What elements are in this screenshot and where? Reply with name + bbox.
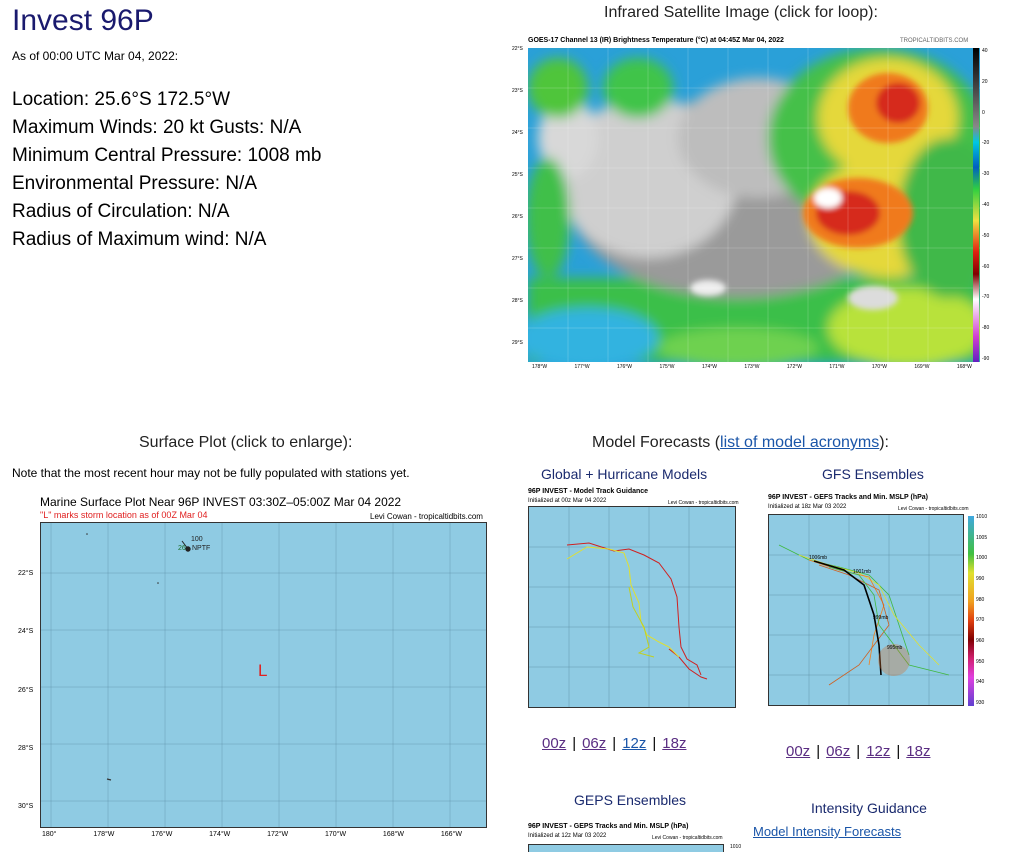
storm-details: Location: 25.6°S 172.5°W Maximum Winds: … — [12, 86, 321, 254]
surface-plot-credit: Levi Cowan - tropicaltidbits.com — [370, 512, 483, 521]
intensity-guidance-title: Intensity Guidance — [811, 800, 927, 816]
gefs-cycle-06z[interactable]: 06z — [826, 743, 851, 760]
gefs-plot-link[interactable]: 96P INVEST - GEFS Tracks and Min. MSLP (… — [752, 492, 988, 720]
geps-plot-credit: Levi Cowan - tropicaltidbits.com — [652, 835, 723, 841]
station-code: NPTF — [192, 545, 211, 552]
ir-image-credit: TROPICALTIDBITS.COM — [900, 38, 969, 44]
model-forecasts-header: Model Forecasts (list of model acronyms)… — [592, 434, 889, 451]
model-intensity-forecasts-link[interactable]: Model Intensity Forecasts — [753, 824, 902, 839]
gefs-track-lines — [769, 515, 963, 705]
global-plot-title: 96P INVEST - Model Track Guidance — [528, 488, 649, 495]
ir-satellite-svg — [528, 48, 980, 362]
geps-scale-top: 1010 — [730, 844, 742, 850]
surface-lat-labels: 22°S 24°S 26°S 28°S 30°S — [18, 570, 34, 810]
geps-plot-link[interactable]: 96P INVEST - GEPS Tracks and Min. MSLP (… — [512, 818, 744, 852]
as-of-timestamp: As of 00:00 UTC Mar 04, 2022: — [12, 49, 179, 63]
surface-plot-note: Note that the most recent hour may not b… — [12, 466, 410, 480]
surface-map-grid — [41, 523, 486, 827]
surface-lon-labels: 180° 178°W 176°W 174°W 172°W 170°W 168°W 166°W — [42, 831, 462, 838]
surface-plot-subtitle: "L" marks storm location as of 00Z Mar 0… — [40, 510, 208, 520]
gefs-cycle-18z[interactable]: 18z — [906, 743, 931, 760]
global-plot-credit: Levi Cowan - tropicaltidbits.com — [668, 500, 739, 506]
geps-plot-subtitle: Initialized at 12z Mar 03 2022 — [528, 833, 607, 839]
geps-plot-map — [528, 844, 724, 852]
gefs-plot-map: 1006mb 1001mb 999mb 995mb — [768, 514, 964, 706]
surface-map: 100 26 NPTF L — [40, 522, 487, 828]
storm-location: Location: 25.6°S 172.5°W — [12, 89, 230, 110]
model-acronyms-link[interactable]: list of model acronyms — [720, 434, 880, 451]
storm-title: Invest 96P — [12, 4, 154, 37]
global-models-plot-link[interactable]: 96P INVEST - Model Track Guidance Initia… — [512, 486, 740, 716]
surface-plot-image-link[interactable]: Marine Surface Plot Near 96P INVEST 03:3… — [12, 494, 494, 844]
global-cycle-links: 00z | 06z | 12z | 18z — [542, 735, 687, 752]
gefs-cycle-00z[interactable]: 00z — [786, 743, 811, 760]
gefs-cycle-links: 00z | 06z | 12z | 18z — [786, 743, 931, 760]
global-cycle-12z[interactable]: 12z — [622, 735, 647, 752]
ir-lat-labels: 22°S 23°S 24°S 25°S 26°S 27°S 28°S 29°S — [512, 46, 523, 346]
global-cycle-00z[interactable]: 00z — [542, 735, 567, 752]
ir-image-title: GOES-17 Channel 13 (IR) Brightness Tempe… — [528, 37, 784, 44]
gefs-pressure-scale — [968, 516, 974, 706]
global-plot-map — [528, 506, 736, 708]
gefs-cycle-12z[interactable]: 12z — [866, 743, 891, 760]
storm-env-pressure: Environmental Pressure: N/A — [12, 173, 257, 194]
storm-min-pressure: Minimum Central Pressure: 1008 mb — [12, 145, 322, 166]
geps-plot-title: 96P INVEST - GEPS Tracks and Min. MSLP (… — [528, 823, 689, 830]
storm-max-winds: Maximum Winds: 20 kt Gusts: N/A — [12, 117, 302, 138]
ir-satellite-image — [528, 48, 980, 362]
geps-ensembles-title: GEPS Ensembles — [574, 792, 687, 808]
global-track-lines — [529, 507, 735, 707]
storm-radius-max-wind: Radius of Maximum wind: N/A — [12, 229, 267, 250]
ir-satellite-header: Infrared Satellite Image (click for loop… — [604, 4, 878, 21]
gefs-plot-credit: Levi Cowan - tropicaltidbits.com — [898, 506, 969, 512]
surface-plot-title: Marine Surface Plot Near 96P INVEST 03:3… — [40, 495, 402, 509]
ir-satellite-image-link[interactable]: GOES-17 Channel 13 (IR) Brightness Tempe… — [510, 34, 989, 374]
ir-color-scale — [973, 48, 979, 362]
station-pressure: 100 — [191, 536, 203, 543]
ir-scale-labels: 40 20 0 -20 -30 -40 -50 -60 -70 -80 -90 — [982, 48, 990, 362]
gefs-plot-title: 96P INVEST - GEFS Tracks and Min. MSLP (… — [768, 494, 929, 501]
station-temperature: 26 — [178, 545, 186, 552]
global-plot-subtitle: Initialized at 00z Mar 04 2022 — [528, 498, 607, 504]
gefs-plot-subtitle: Initialized at 18z Mar 03 2022 — [768, 504, 847, 510]
ir-lon-labels: 178°W 177°W 176°W 175°W 174°W 173°W 172°W 171°W… — [532, 364, 972, 370]
global-cycle-06z[interactable]: 06z — [582, 735, 607, 752]
storm-radius-circulation: Radius of Circulation: N/A — [12, 201, 230, 222]
global-cycle-18z[interactable]: 18z — [662, 735, 687, 752]
gfs-ensembles-title: GFS Ensembles — [822, 466, 924, 482]
storm-location-marker: L — [258, 661, 268, 680]
global-models-title: Global + Hurricane Models — [541, 466, 708, 482]
gefs-scale-labels: 1010 1005 1000 990 980 970 960 950 940 930 — [976, 514, 988, 706]
surface-plot-header: Surface Plot (click to enlarge): — [139, 434, 353, 451]
